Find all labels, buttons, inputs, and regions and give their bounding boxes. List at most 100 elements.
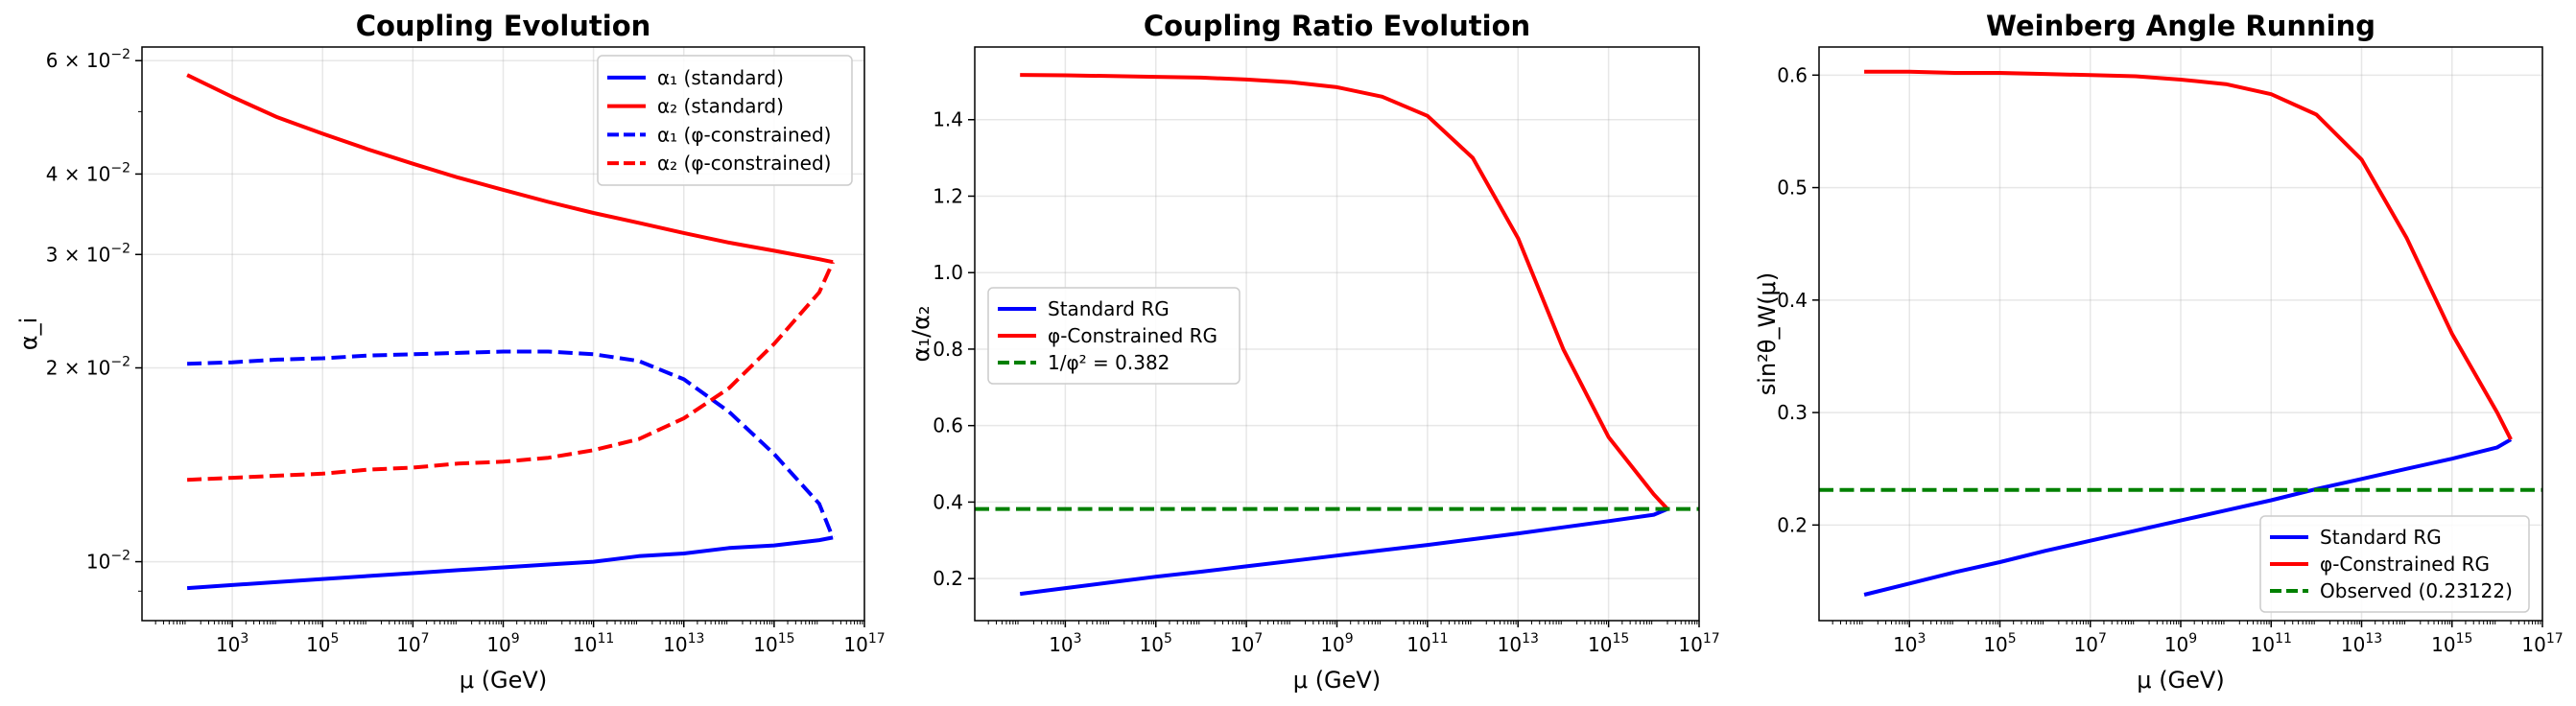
x-tick-label: 109 [2164, 631, 2197, 656]
x-tick-exponent: 11 [2275, 631, 2292, 647]
x-tick-base: 10 [2521, 633, 2545, 656]
x-tick-base: 10 [1983, 633, 2007, 656]
x-tick-label: 1015 [1588, 631, 1629, 656]
chart-title: Weinberg Angle Running [1986, 10, 2375, 42]
chart-panel-3: 103 105 107 109 1011 1013 1015 10170.20.30.40.5… [1754, 10, 2564, 694]
x-tick-exponent: 3 [240, 631, 248, 647]
y-tick-label: 0.3 [1777, 401, 1808, 424]
legend-box [987, 287, 1241, 385]
chart-panel-2: 103 105 107 109 1011 1013 1015 10170.20.40.60.8… [908, 10, 1720, 694]
x-tick-label: 1011 [2251, 631, 2292, 656]
x-tick-label: 107 [396, 631, 429, 656]
x-tick-base: 10 [1140, 633, 1164, 656]
y-tick-base: 3 × 10 [46, 243, 111, 266]
x-tick-base: 10 [2251, 633, 2275, 656]
x-tick-base: 10 [1893, 633, 1917, 656]
x-tick-base: 10 [843, 633, 867, 656]
x-tick-exponent: 15 [2456, 631, 2473, 647]
x-tick-label: 1017 [843, 631, 885, 656]
y-tick-exponent: −2 [110, 47, 130, 62]
legend: Standard RG φ-Constrained RG Observed (0.2… [2259, 515, 2530, 613]
legend-box [2259, 515, 2530, 613]
legend-label: α₁ (φ-constrained) [657, 123, 831, 146]
legend-box [597, 55, 853, 186]
series-line-4 [187, 261, 835, 482]
y-tick-label: 2 × 10−2 [46, 354, 130, 379]
x-tick-label: 1011 [573, 631, 614, 656]
x-tick-base: 10 [1406, 633, 1430, 656]
y-tick-label: 0.8 [933, 338, 963, 361]
y-axis-label: sin²θ_W(μ) [1754, 272, 1781, 395]
x-tick-exponent: 3 [1918, 631, 1926, 647]
chart-title: Coupling Evolution [356, 10, 651, 42]
x-tick-exponent: 7 [421, 631, 430, 647]
legend-label: α₁ (standard) [657, 66, 784, 89]
series-line-2 [1020, 73, 1669, 510]
x-tick-base: 10 [306, 633, 330, 656]
x-tick-exponent: 13 [688, 631, 705, 647]
legend-label: α₂ (φ-constrained) [657, 152, 831, 175]
y-tick-base: 6 × 10 [46, 49, 111, 72]
x-tick-exponent: 17 [1703, 631, 1720, 647]
x-tick-label: 105 [1140, 631, 1172, 656]
x-tick-base: 10 [216, 633, 240, 656]
y-tick-label: 0.4 [933, 490, 963, 513]
x-tick-base: 10 [1049, 633, 1073, 656]
x-tick-label: 1011 [1406, 631, 1448, 656]
y-tick-label: 1.2 [933, 184, 963, 207]
y-axis-label: α_i [15, 318, 42, 351]
x-tick-label: 109 [486, 631, 519, 656]
x-tick-label: 103 [216, 631, 248, 656]
x-tick-label: 107 [2074, 631, 2107, 656]
y-tick-label: 3 × 10−2 [46, 241, 130, 266]
legend-label: 1/φ² = 0.382 [1048, 351, 1170, 374]
legend-label: Observed (0.23122) [2320, 579, 2513, 602]
legend-label: φ-Constrained RG [2320, 553, 2490, 576]
x-tick-exponent: 5 [331, 631, 340, 647]
x-tick-exponent: 9 [511, 631, 520, 647]
x-tick-label: 105 [1983, 631, 2016, 656]
x-tick-base: 10 [1498, 633, 1522, 656]
x-tick-base: 10 [1588, 633, 1612, 656]
y-tick-label: 0.5 [1777, 176, 1808, 200]
x-tick-exponent: 5 [2008, 631, 2017, 647]
x-axis-label: μ (GeV) [2137, 667, 2224, 694]
x-tick-exponent: 15 [778, 631, 795, 647]
y-tick-label: 0.2 [1777, 513, 1808, 536]
x-tick-exponent: 5 [1164, 631, 1172, 647]
x-tick-exponent: 13 [2365, 631, 2382, 647]
y-tick-label: 0.6 [933, 414, 963, 437]
series-line-1 [1019, 506, 1668, 597]
y-tick-label: 4 × 10−2 [46, 160, 130, 185]
x-tick-base: 10 [1230, 633, 1254, 656]
x-tick-exponent: 7 [1254, 631, 1263, 647]
x-tick-exponent: 7 [2098, 631, 2107, 647]
x-tick-exponent: 11 [1431, 631, 1449, 647]
series-line-1 [186, 535, 834, 591]
x-axis-label: μ (GeV) [460, 667, 547, 694]
x-tick-base: 10 [396, 633, 420, 656]
legend-label: φ-Constrained RG [1048, 324, 1217, 347]
x-tick-label: 1017 [1678, 631, 1719, 656]
x-tick-base: 10 [486, 633, 510, 656]
x-tick-exponent: 17 [868, 631, 886, 647]
x-tick-base: 10 [753, 633, 777, 656]
x-tick-base: 10 [2341, 633, 2365, 656]
x-tick-label: 107 [1230, 631, 1263, 656]
y-tick-label: 6 × 10−2 [46, 47, 130, 72]
legend-label: α₂ (standard) [657, 95, 784, 118]
x-tick-label: 1017 [2521, 631, 2563, 656]
x-tick-base: 10 [2164, 633, 2188, 656]
x-tick-base: 10 [2431, 633, 2455, 656]
legend-label: Standard RG [2320, 526, 2442, 549]
y-tick-base: 4 × 10 [46, 162, 111, 185]
y-tick-base: 10 [86, 551, 110, 574]
y-tick-label: 0.6 [1777, 63, 1808, 86]
y-tick-exponent: −2 [110, 160, 130, 176]
x-tick-exponent: 11 [597, 631, 614, 647]
x-tick-label: 103 [1893, 631, 1926, 656]
y-tick-label: 0.2 [933, 567, 963, 590]
x-axis-label: μ (GeV) [1293, 667, 1381, 694]
